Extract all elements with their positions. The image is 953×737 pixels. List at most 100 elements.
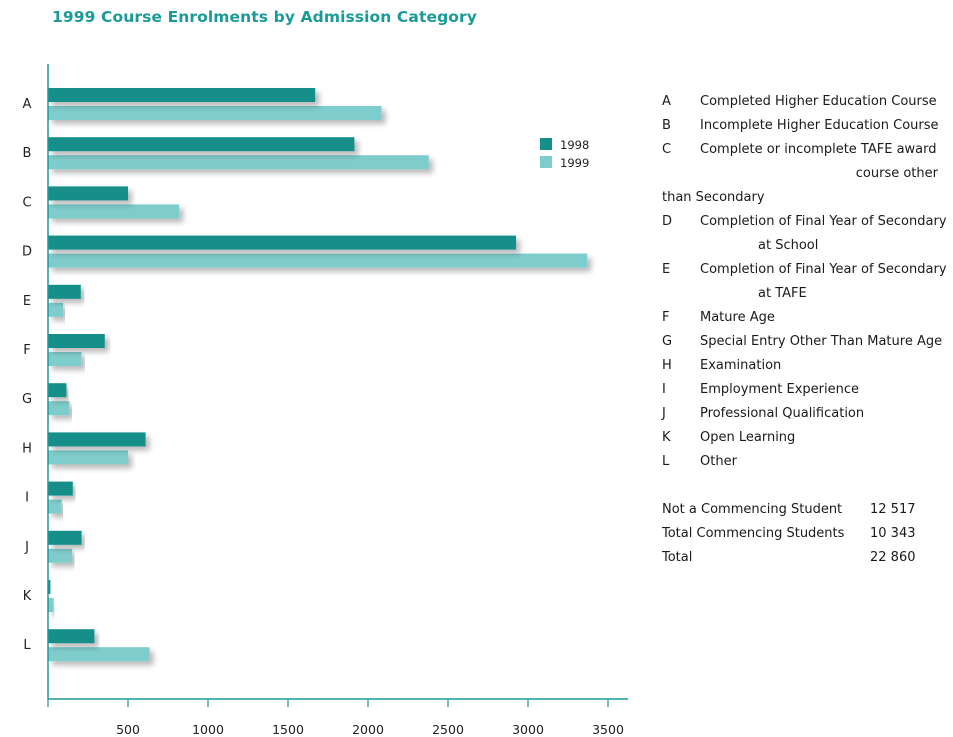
key-letter: K (662, 430, 671, 445)
key-description: Incomplete Higher Education Course (700, 118, 939, 133)
key-item-c: C Complete or incomplete TAFE award course… (662, 138, 952, 210)
totals-row: Not a Commencing Student 12 517 (662, 498, 942, 522)
totals-value: 10 343 (870, 526, 916, 541)
x-tick-label: 1000 (192, 722, 224, 737)
category-label-h: H (22, 441, 32, 456)
totals-label: Total (662, 550, 693, 565)
category-label-j: J (24, 540, 29, 555)
bar-1998-c (48, 186, 128, 201)
bar-1999-c (48, 204, 180, 219)
key-description: Completion of Final Year of Secondary (700, 262, 947, 277)
key-description: Examination (700, 358, 782, 373)
key-item-d: D Completion of Final Year of Secondary at… (662, 210, 952, 258)
chart-title: 1999 Course Enrolments by Admission Cate… (52, 8, 477, 26)
key-item-h: H Examination (662, 354, 952, 378)
key-letter: C (662, 142, 672, 157)
bar-1999-e (48, 302, 64, 317)
key-description-continued: than Secondary (662, 190, 765, 205)
bar-1998-i (48, 481, 73, 496)
bar-1999-l (48, 647, 150, 662)
key-letter: D (662, 214, 673, 229)
bars-group (48, 88, 588, 662)
key-description: Open Learning (700, 430, 796, 445)
key-letter: A (662, 94, 671, 109)
key-item-f: F Mature Age (662, 306, 952, 330)
key-description: Completed Higher Education Course (700, 94, 937, 109)
category-label-i: I (25, 491, 29, 506)
category-labels: A B C D E F G H I J K L (22, 97, 32, 653)
bar-1998-d (48, 235, 516, 250)
totals-label: Not a Commencing Student (662, 502, 843, 517)
bar-1998-l (48, 629, 95, 644)
category-label-g: G (22, 392, 32, 407)
category-label-e: E (23, 294, 31, 309)
legend-label-1998: 1998 (560, 138, 589, 152)
key-letter: J (662, 406, 666, 421)
totals-value: 22 860 (870, 550, 916, 565)
key-letter: B (662, 118, 671, 133)
bar-1998-k (48, 580, 51, 594)
totals-table: Not a Commencing Student 12 517 Total Co… (662, 498, 942, 570)
totals-row: Total Commencing Students 10 343 (662, 522, 942, 546)
key-description: Mature Age (700, 310, 775, 325)
bar-chart: A B C D E F G H I J K L 500 1000 1500 2000 2500 3000 3500… (22, 64, 628, 737)
bar-1999-b (48, 155, 429, 170)
totals-label: Total Commencing Students (662, 526, 845, 541)
bar-1999-a (48, 106, 382, 120)
bar-1998-b (48, 137, 355, 152)
key-letter: L (662, 454, 670, 469)
key-item-l: L Other (662, 450, 952, 474)
totals-row: Total 22 860 (662, 546, 942, 570)
x-tick-label: 2500 (432, 722, 464, 737)
axes-group (47, 64, 628, 707)
key-letter: E (662, 262, 671, 277)
key-item-i: I Employment Experience (662, 378, 952, 402)
category-label-k: K (23, 589, 32, 604)
key-item-j: J Professional Qualification (662, 402, 952, 426)
bar-1999-j (48, 548, 72, 563)
bar-1999-g (48, 401, 70, 416)
bar-1998-a (48, 88, 316, 102)
bar-1998-h (48, 432, 146, 447)
x-tick-label: 3000 (512, 722, 544, 737)
key-description: Professional Qualification (700, 406, 865, 421)
bar-1998-j (48, 530, 82, 545)
category-label-b: B (23, 146, 32, 161)
key-item-a: A Completed Higher Education Course (662, 90, 952, 114)
key-description: Employment Experience (700, 382, 860, 397)
category-label-d: D (22, 245, 32, 260)
bar-1998-g (48, 383, 67, 398)
category-label-a: A (23, 97, 32, 112)
key-description: Completion of Final Year of Secondary (700, 214, 947, 229)
category-label-l: L (23, 638, 31, 653)
key-item-k: K Open Learning (662, 426, 952, 450)
key-letter: I (662, 382, 666, 397)
key-item-g: G Special Entry Other Than Mature Age (662, 330, 952, 354)
category-key: A Completed Higher Education Course B Incom… (662, 90, 952, 474)
key-letter: F (662, 310, 670, 325)
bar-1999-d (48, 253, 588, 268)
key-description: Other (700, 454, 737, 469)
key-description-continued: at School (758, 238, 819, 253)
bar-1998-f (48, 334, 105, 348)
bar-1999-h (48, 450, 128, 465)
bar-1999-i (48, 499, 62, 514)
legend-swatch-1999 (540, 156, 552, 168)
x-tick-labels: 500 1000 1500 2000 2500 3000 3500 (116, 722, 624, 737)
key-description-continued: course other (855, 166, 938, 181)
bar-1999-f (48, 352, 82, 366)
category-label-c: C (22, 195, 31, 210)
category-label-f: F (23, 343, 30, 358)
legend-label-1999: 1999 (560, 156, 589, 170)
key-item-e: E Completion of Final Year of Secondary at… (662, 258, 952, 306)
bar-1999-k (48, 598, 54, 612)
key-description-continued: at TAFE (758, 286, 807, 301)
totals-value: 12 517 (870, 502, 916, 517)
x-tick-label: 1500 (272, 722, 304, 737)
bar-1998-e (48, 284, 81, 299)
x-tick-label: 3500 (592, 722, 624, 737)
key-letter: G (662, 334, 673, 349)
x-tick-label: 2000 (352, 722, 384, 737)
legend: 1998 1999 (540, 138, 589, 170)
key-description: Special Entry Other Than Mature Age (700, 334, 943, 349)
